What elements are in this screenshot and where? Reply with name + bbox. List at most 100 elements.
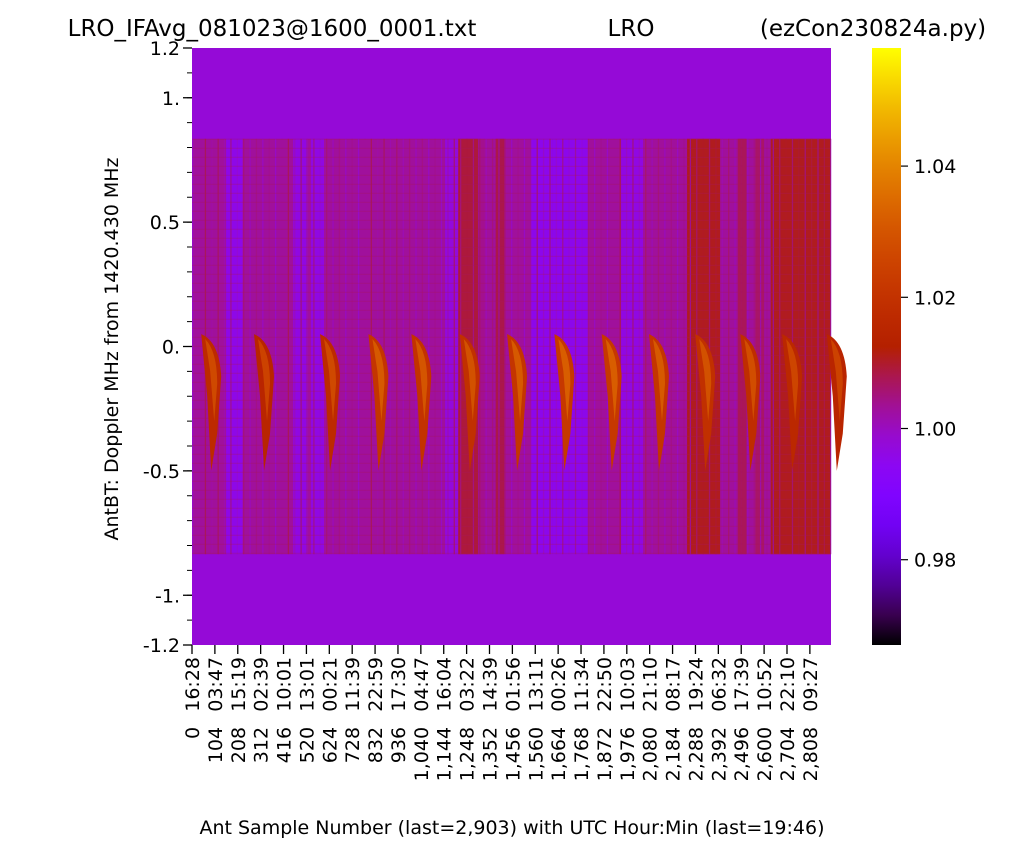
heatmap-row-stripe <box>192 300 831 302</box>
heatmap-row-stripe <box>192 498 831 500</box>
hydrogen-peak <box>695 334 716 471</box>
x-tick-label: 1,144 16:04 <box>434 657 456 781</box>
heatmap-row-stripe <box>192 507 831 509</box>
heatmap-column <box>804 138 806 555</box>
colorbar-tick-label: 1.00 <box>914 419 956 441</box>
heatmap-row-stripe <box>192 525 831 527</box>
heatmap-row-stripe <box>192 399 831 401</box>
heatmap-column <box>817 138 819 555</box>
heatmap-row-stripe <box>192 273 831 275</box>
x-tick-label: 1,768 11:34 <box>571 657 593 781</box>
heatmap-row-stripe <box>192 318 831 320</box>
title-filename: LRO_IFAvg_081023@1600_0001.txt <box>68 16 477 42</box>
y-tick-label: -0.5 <box>143 461 180 483</box>
x-tick-label: 1,352 14:39 <box>479 657 501 781</box>
heatmap-column <box>625 138 628 555</box>
heatmap-row-stripe <box>192 156 831 158</box>
hydrogen-peak <box>826 334 847 471</box>
hydrogen-peak-core <box>744 339 757 422</box>
heatmap-row-stripe <box>192 489 831 491</box>
x-tick-label: 104 03:47 <box>205 657 227 763</box>
heatmap-column <box>357 138 360 555</box>
heatmap-column-band <box>770 138 831 555</box>
heatmap-column <box>428 138 430 555</box>
heatmap-column-band <box>293 138 307 555</box>
title-station: LRO <box>608 16 655 42</box>
heatmap-column <box>670 138 672 555</box>
heatmap-row-stripe <box>192 192 831 194</box>
heatmap-column <box>453 138 455 555</box>
heatmap-column <box>708 138 711 555</box>
heatmap-column <box>364 138 366 555</box>
hydrogen-peak-core <box>830 339 843 422</box>
colorbar-tick-label: 1.04 <box>914 156 956 178</box>
heatmap-row-stripe <box>192 147 831 149</box>
heatmap-column <box>779 138 781 555</box>
heatmap-column <box>823 138 826 555</box>
y-tick-label: 0.5 <box>150 212 180 234</box>
heatmap-plot-area <box>192 48 847 645</box>
heatmap-column <box>568 138 570 555</box>
colorbar-gradient <box>872 48 901 645</box>
y-tick-label: -1. <box>155 585 180 607</box>
heatmap-row-stripe <box>192 471 831 473</box>
heatmap-column <box>243 138 245 555</box>
x-tick-label: 1,560 13:11 <box>525 657 547 781</box>
hydrogen-peak <box>254 334 275 471</box>
heatmap-row-stripe <box>192 408 831 410</box>
y-axis: 1.2 1. 0.5 0. -0.5 -1. -1.2 <box>143 38 192 657</box>
heatmap-column <box>460 138 462 555</box>
heatmap-column <box>396 138 398 555</box>
heatmap-column <box>223 138 226 555</box>
hydrogen-peak <box>554 334 575 471</box>
heatmap-row-stripe <box>192 264 831 266</box>
x-axis: 0 16:28 104 03:47 208 15:19 312 02:39 416 10… <box>182 645 822 781</box>
heatmap-column <box>287 138 290 555</box>
hydrogen-peak <box>601 334 622 471</box>
hydrogen-peak-core <box>699 339 712 422</box>
hydrogen-peak <box>459 334 480 471</box>
heatmap-column <box>676 138 679 555</box>
hydrogen-peak-core <box>511 339 524 422</box>
x-tick-label: 2,704 22:10 <box>777 657 799 781</box>
x-tick-label: 208 15:19 <box>228 657 250 763</box>
heatmap-column <box>721 138 723 555</box>
heatmap-column <box>472 138 475 555</box>
heatmap-column <box>230 138 232 555</box>
heatmap-row-stripe <box>192 381 831 383</box>
heatmap-row-stripe <box>192 201 831 203</box>
heatmap-column <box>645 138 647 555</box>
heatmap-row-stripe <box>192 453 831 455</box>
heatmap-column <box>198 138 200 555</box>
hydrogen-peak-core <box>463 339 476 422</box>
heatmap-row-stripe <box>192 228 831 230</box>
heatmap-row-stripe <box>192 543 831 545</box>
y-axis-label: AntBT: Doppler MHz from 1420.430 MHz <box>101 157 123 540</box>
heatmap-row-stripe <box>192 552 831 554</box>
heatmap-column <box>638 138 640 555</box>
heatmap-column <box>479 138 481 555</box>
x-tick-label: 2,600 10:52 <box>754 657 776 781</box>
hydrogen-peak <box>507 334 528 471</box>
heatmap-row-stripe <box>192 138 831 140</box>
x-tick-label: 624 00:21 <box>319 657 341 763</box>
hydrogen-line-features <box>201 334 847 471</box>
heatmap-column <box>192 138 194 555</box>
heatmap-column <box>715 138 717 555</box>
heatmap-column <box>530 138 532 555</box>
heatmap-row-stripe <box>192 246 831 248</box>
x-tick-label: 1,248 03:22 <box>457 657 479 781</box>
heatmap-column <box>434 138 436 555</box>
heatmap-column <box>389 138 392 555</box>
heatmap-column <box>728 138 730 555</box>
colorbar-tick-label: 1.02 <box>914 287 956 309</box>
heatmap-row-stripe <box>192 516 831 518</box>
title-script: (ezCon230824a.py) <box>760 16 986 42</box>
heatmap-column-band <box>530 138 553 555</box>
heatmap-column <box>766 138 768 555</box>
x-tick-label: 1,456 01:56 <box>502 657 524 781</box>
heatmap-column <box>581 138 583 555</box>
heatmap-row-stripe <box>192 390 831 392</box>
y-tick-label: 1.2 <box>150 38 180 60</box>
heatmap-row-stripe <box>192 534 831 536</box>
